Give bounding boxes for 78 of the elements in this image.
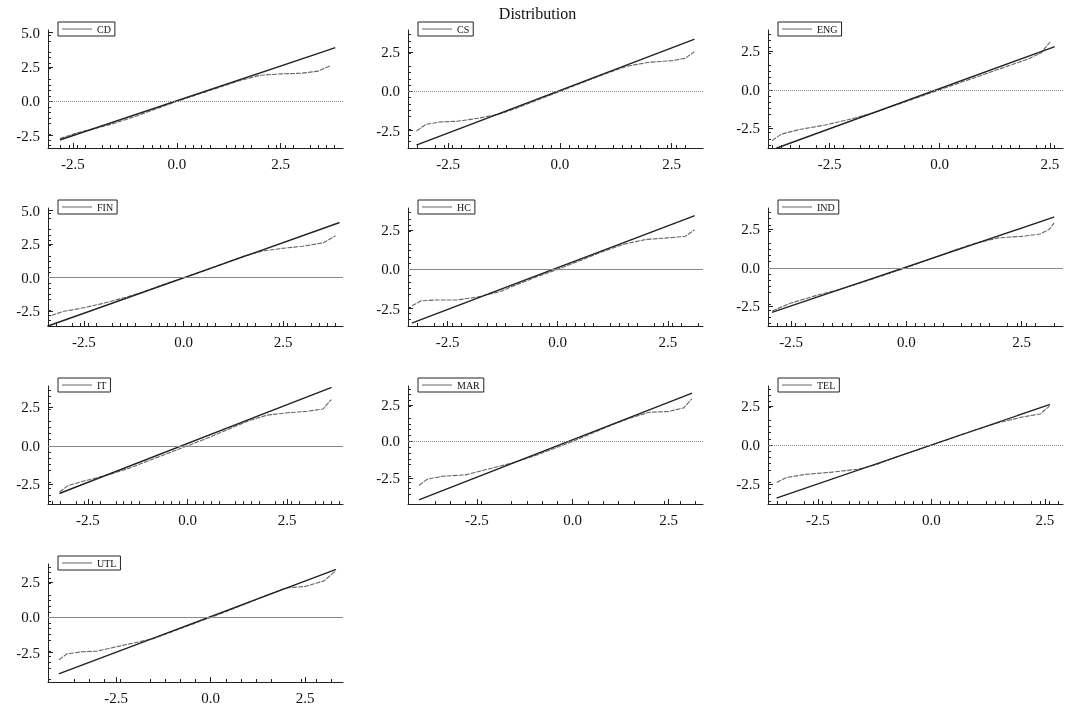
x-tick-label: 2.5 bbox=[662, 155, 682, 172]
y-tick-label: -2.5 bbox=[376, 122, 400, 139]
y-tick-label: 2.5 bbox=[381, 222, 400, 239]
x-tick-label: -2.5 bbox=[817, 155, 842, 172]
x-tick-label: 0.0 bbox=[550, 155, 570, 172]
legend-label: HC bbox=[457, 201, 472, 213]
line-series bbox=[411, 229, 695, 307]
x-tick-label: -2.5 bbox=[779, 333, 803, 350]
y-tick-label: 0.0 bbox=[381, 83, 400, 100]
x-tick-label: 2.5 bbox=[658, 333, 678, 350]
x-tick-label: 0.0 bbox=[178, 511, 197, 528]
legend-label: UTL bbox=[97, 557, 117, 569]
legend-label: MAR bbox=[457, 379, 481, 391]
y-tick-label: 2.5 bbox=[381, 396, 400, 413]
y-tick-label: 2.5 bbox=[741, 43, 760, 60]
y-tick-label: 0.0 bbox=[21, 269, 40, 286]
y-tick-label: 2.5 bbox=[741, 398, 760, 415]
x-tick-label: 2.5 bbox=[1012, 333, 1031, 350]
x-tick-label: 2.5 bbox=[271, 155, 291, 172]
legend-label: CD bbox=[97, 23, 111, 35]
y-tick-label: -2.5 bbox=[16, 303, 40, 320]
x-tick-label: -2.5 bbox=[465, 511, 489, 528]
x-tick-label: 0.0 bbox=[201, 689, 220, 706]
y-tick-label: -2.5 bbox=[376, 300, 400, 317]
x-tick-label: -2.5 bbox=[806, 511, 830, 528]
y-tick-label: 2.5 bbox=[21, 574, 40, 591]
y-tick-label: 2.5 bbox=[21, 236, 40, 253]
line-series bbox=[418, 398, 693, 486]
y-tick-label: 2.5 bbox=[741, 221, 760, 238]
x-tick-label: 2.5 bbox=[295, 689, 315, 706]
x-tick-label: 0.0 bbox=[174, 333, 193, 350]
y-tick-label: -2.5 bbox=[736, 475, 760, 492]
y-tick-label: -2.5 bbox=[16, 127, 40, 144]
x-tick-label: 2.5 bbox=[277, 511, 297, 528]
y-tick-label: -2.5 bbox=[736, 120, 760, 137]
legend-label: IT bbox=[97, 379, 107, 391]
x-tick-label: -2.5 bbox=[435, 333, 460, 350]
y-tick-label: 0.0 bbox=[741, 437, 760, 453]
x-tick-label: 2.5 bbox=[1040, 155, 1060, 172]
y-tick-label: 0.0 bbox=[741, 81, 760, 98]
legend-label: ENG bbox=[817, 23, 838, 35]
x-tick-label: 2.5 bbox=[659, 511, 678, 528]
x-tick-label: 0.0 bbox=[563, 511, 583, 528]
y-tick-label: 0.0 bbox=[21, 609, 40, 626]
y-tick-label: -2.5 bbox=[16, 644, 40, 661]
x-tick-label: -2.5 bbox=[61, 155, 85, 172]
x-tick-label: 0.0 bbox=[548, 333, 568, 350]
line-series bbox=[59, 65, 332, 139]
line-series bbox=[58, 570, 336, 661]
legend-label: CS bbox=[457, 23, 470, 35]
y-tick-label: 2.5 bbox=[21, 399, 40, 416]
x-tick-label: -2.5 bbox=[104, 689, 128, 706]
line-series bbox=[416, 51, 695, 132]
chart-title: Distribution bbox=[498, 4, 577, 22]
y-tick-label: 0.0 bbox=[381, 261, 400, 278]
y-tick-label: 0.0 bbox=[21, 93, 40, 110]
y-tick-label: 2.5 bbox=[21, 59, 40, 76]
y-tick-label: 0.0 bbox=[381, 433, 400, 450]
legend-label: TEL bbox=[817, 379, 836, 391]
y-tick-label: 5.0 bbox=[21, 24, 40, 41]
legend-label: IND bbox=[817, 201, 835, 213]
y-tick-label: -2.5 bbox=[376, 469, 400, 486]
x-tick-label: 2.5 bbox=[273, 333, 293, 350]
x-tick-label: -2.5 bbox=[436, 155, 461, 172]
x-tick-label: -2.5 bbox=[75, 511, 100, 528]
y-tick-label: 0.0 bbox=[741, 259, 760, 276]
legend-label: FIN bbox=[97, 201, 114, 213]
y-tick-label: -2.5 bbox=[736, 298, 760, 315]
y-tick-label: 2.5 bbox=[381, 44, 400, 61]
x-tick-label: -2.5 bbox=[72, 333, 96, 350]
x-tick-label: 0.0 bbox=[930, 155, 950, 172]
y-tick-label: 0.0 bbox=[21, 437, 40, 454]
y-tick-label: -2.5 bbox=[16, 476, 40, 493]
x-tick-label: 0.0 bbox=[922, 511, 941, 528]
x-tick-label: 0.0 bbox=[896, 333, 916, 350]
y-tick-label: 5.0 bbox=[21, 202, 40, 219]
x-tick-label: 0.0 bbox=[167, 155, 187, 172]
x-tick-label: 2.5 bbox=[1035, 511, 1055, 528]
